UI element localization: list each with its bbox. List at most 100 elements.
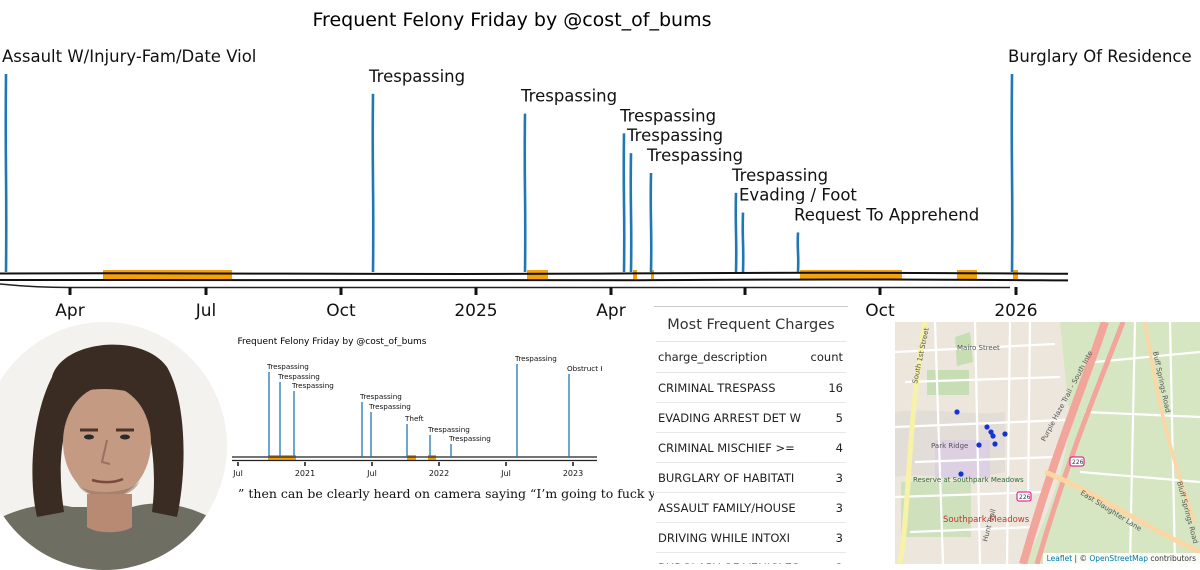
mini-tick-label: Jul: [500, 469, 511, 478]
map-label-southpark: Southpark Meadows: [943, 515, 1030, 525]
table-row: CRIMINAL MISCHIEF >= 4: [656, 432, 846, 463]
map-tiles: [895, 322, 1200, 564]
charge-description-cell: CRIMINAL TRESPASS: [656, 372, 808, 403]
column-header-count[interactable]: count: [807, 341, 846, 373]
mini-event-label: Trespassing: [514, 354, 557, 363]
axis-line-upper: [0, 271, 1069, 276]
mini-tick-label: Jul: [366, 469, 377, 478]
table-row: BURGLARY OF HABITATI 3: [656, 462, 846, 493]
event-label: Burglary Of Residence: [1008, 47, 1192, 66]
mini-event-label: Trespassing: [448, 434, 491, 443]
mini-event-label: Obstruct Hwy Psgway: [567, 364, 602, 373]
interstate-highway: [1019, 322, 1109, 564]
map-label-reserve: Reserve at Southpark Meadows: [913, 476, 1024, 484]
table-title: Most Frequent Charges: [654, 306, 848, 341]
tick-label: Apr: [55, 301, 84, 321]
event-stem: [622, 133, 626, 273]
count-cell: 5: [807, 402, 846, 433]
arrest-point[interactable]: [990, 433, 996, 439]
event-stem: [734, 192, 738, 273]
mini-event-label: Trespassing: [359, 392, 402, 401]
map-label-south-1st: South 1st Street: [911, 327, 931, 385]
charge-description-cell: ASSAULT FAMILY/HOUSE: [656, 492, 808, 523]
event-label: Trespassing: [731, 166, 828, 185]
mini-event-label: Trespassing: [291, 381, 334, 390]
span-bar: [957, 270, 977, 279]
span-bar: [633, 270, 637, 279]
event-stem: [629, 153, 633, 273]
tick-label: 2026: [994, 301, 1037, 321]
map-attribution: Leaflet | © OpenStreetMap contributors: [1042, 553, 1200, 564]
charge-description-cell: DRIVING WHILE INTOXI: [656, 522, 808, 553]
column-header-charge-description[interactable]: charge_description: [656, 341, 808, 373]
charge-description-cell: BURGLARY OF VEHICLES: [656, 552, 808, 564]
arrest-point[interactable]: [992, 441, 998, 447]
leaflet-link[interactable]: Leaflet: [1046, 554, 1073, 563]
event-label: Request To Apprehend: [794, 205, 979, 224]
count-cell: 3: [807, 522, 846, 553]
mini-event-label: Theft: [404, 414, 424, 423]
event-stem: [796, 232, 800, 273]
count-cell: 16: [807, 372, 846, 403]
mini-event-label: Trespassing: [427, 425, 470, 434]
mini-chart-title: Frequent Felony Friday by @cost_of_bums: [238, 337, 427, 347]
arrest-point[interactable]: [988, 429, 994, 435]
event-label: Trespassing: [626, 126, 723, 145]
mini-event-label: Trespassing: [368, 402, 411, 411]
mini-axis-ticks: Jul 2021 Jul 2022 Jul 2023: [232, 462, 583, 478]
span-bar: [103, 270, 232, 279]
mugshot-illustration: [0, 322, 227, 570]
most-frequent-charges-panel: Most Frequent Charges charge_description…: [654, 306, 848, 564]
tick-label: Oct: [865, 301, 895, 321]
charge-description-cell: EVADING ARREST DET W: [656, 402, 808, 433]
event-label: Trespassing: [646, 146, 743, 165]
event-label: Assault W/Injury-Fam/Date Viol: [2, 47, 256, 66]
tick-label: 2025: [454, 301, 497, 321]
map-label-east-slaughter: East Slaughter Lane: [1079, 489, 1143, 533]
mugshot-photo: [0, 322, 227, 570]
count-cell: 3: [807, 552, 846, 564]
span-bar: [800, 270, 902, 279]
arrest-point[interactable]: [958, 471, 964, 477]
tick-label: Oct: [326, 301, 356, 321]
mini-event-label: Trespassing: [266, 362, 309, 371]
mini-tick-label: 2021: [295, 469, 315, 478]
table-row: BURGLARY OF VEHICLES3: [656, 552, 846, 564]
event-stem: [741, 212, 745, 273]
table-header-row: charge_description count: [656, 341, 846, 373]
attribution-separator: | ©: [1072, 554, 1090, 563]
map-label-purple-haze: Purple Haze Trail - South Inte: [1040, 350, 1095, 443]
south-1st-street: [897, 322, 928, 564]
map-labels: Mairo Street South 1st Street Park Ridge…: [911, 327, 1199, 545]
tick-label: Apr: [596, 301, 625, 321]
arrest-point[interactable]: [954, 409, 960, 415]
count-cell: 4: [807, 432, 846, 463]
event-stem: [371, 93, 375, 273]
table-row: CRIMINAL TRESPASS 16: [656, 372, 846, 403]
event-stem: [1010, 73, 1014, 273]
span-bar: [651, 270, 654, 279]
arrest-point[interactable]: [976, 442, 982, 448]
table-row: ASSAULT FAMILY/HOUSE 3: [656, 492, 846, 523]
arrest-point[interactable]: [984, 424, 990, 430]
mini-event-stems: TrespassingTrespassingTrespassingTrespas…: [266, 354, 602, 457]
openstreetmap-link[interactable]: OpenStreetMap: [1089, 554, 1148, 563]
charges-table: charge_description count CRIMINAL TRESPA…: [656, 341, 846, 564]
interstate-frontage: [1034, 322, 1126, 564]
buff-springs-road: [1143, 322, 1197, 523]
axis-ticks: Apr Jul Oct 2025 Apr Oct 2026: [55, 287, 1038, 321]
arrest-location-map[interactable]: Mairo Street South 1st Street Park Ridge…: [895, 322, 1200, 564]
event-stem: [4, 73, 8, 273]
map-label-buff-springs: Buff Springs Road: [1151, 351, 1172, 414]
count-cell: 3: [807, 492, 846, 523]
axis-baseline: [0, 283, 1010, 289]
map-label-hunt-trail: Hunt Trail: [981, 508, 997, 542]
map-shield-226b: 226: [1072, 459, 1084, 466]
arrest-point[interactable]: [1002, 431, 1008, 437]
chart-title: Frequent Felony Friday by @cost_of_bums: [313, 9, 712, 31]
event-stem: [523, 113, 527, 273]
article-quote: ” then can be clearly heard on camera sa…: [238, 486, 703, 501]
event-label: Trespassing: [368, 67, 465, 86]
timeline-chart: Frequent Felony Friday by @cost_of_bums …: [0, 9, 1192, 321]
